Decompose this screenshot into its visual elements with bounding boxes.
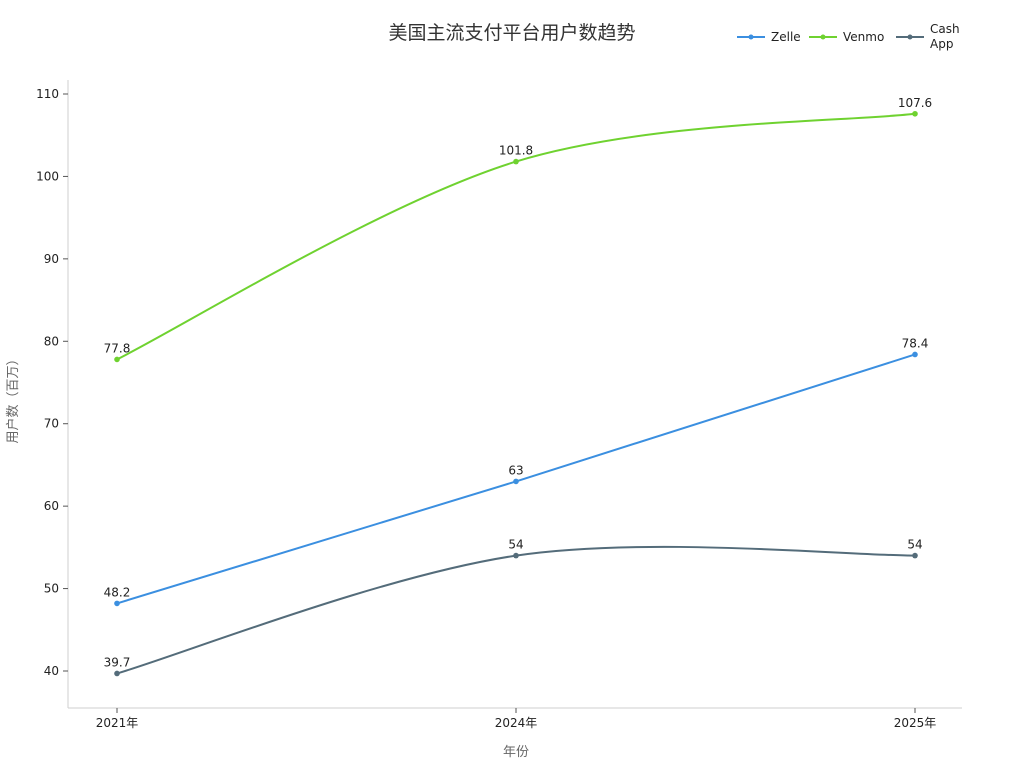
y-tick-label: 60 xyxy=(44,499,59,513)
legend-item-venmo: Venmo xyxy=(809,30,884,44)
data-point-zelle xyxy=(912,351,918,358)
series-layer xyxy=(114,110,918,677)
legend-item-zelle: Zelle xyxy=(737,30,801,44)
series-zelle xyxy=(114,351,918,607)
legend-label-line: App xyxy=(930,37,953,51)
legend-label-cash-app: Cash App xyxy=(930,22,960,51)
x-tick-label: 2025年 xyxy=(894,716,937,730)
data-point-venmo xyxy=(912,110,918,117)
data-label-zelle: 63 xyxy=(508,463,523,477)
y-tick-label: 100 xyxy=(36,169,59,183)
y-axis-title: 用户数（百万） xyxy=(5,352,21,443)
data-point-venmo xyxy=(114,356,120,363)
legend-label-line: Cash xyxy=(930,22,960,36)
y-tick-label: 90 xyxy=(44,252,59,266)
data-point-zelle xyxy=(114,600,120,607)
data-label-venmo: 77.8 xyxy=(104,341,131,355)
data-labels-layer: 48.2 63 78.4 77.8 101.8 107.6 39.7 54 54 xyxy=(104,96,933,670)
legend-swatch-marker xyxy=(748,34,754,40)
y-tick-label: 110 xyxy=(36,87,59,101)
legend-swatch-marker xyxy=(907,34,913,40)
series-venmo xyxy=(114,110,918,363)
y-tick-label: 50 xyxy=(44,582,59,596)
legend-label-venmo: Venmo xyxy=(843,30,884,44)
data-point-cash-app xyxy=(114,670,120,677)
data-label-cash-app: 39.7 xyxy=(104,655,131,669)
data-label-cash-app: 54 xyxy=(508,538,523,552)
data-point-venmo xyxy=(513,158,519,165)
legend-swatch-marker xyxy=(820,34,826,40)
legend: Zelle Venmo Cash App xyxy=(737,22,960,51)
x-axis-title: 年份 xyxy=(503,745,529,760)
x-tick-label: 2024年 xyxy=(495,716,538,730)
data-label-zelle: 48.2 xyxy=(104,585,131,599)
y-tick-label: 80 xyxy=(44,334,59,348)
data-point-zelle xyxy=(513,478,519,485)
y-tick-label: 70 xyxy=(44,417,59,431)
legend-label-zelle: Zelle xyxy=(771,30,801,44)
data-label-venmo: 101.8 xyxy=(499,144,533,158)
data-label-zelle: 78.4 xyxy=(902,336,929,350)
axes: 40 50 60 70 80 90 100 110 2021年 2024年 2025年 xyxy=(36,80,962,730)
data-point-cash-app xyxy=(912,552,918,559)
data-point-cash-app xyxy=(513,552,519,559)
series-cash-app xyxy=(114,545,918,677)
chart-title: 美国主流支付平台用户数趋势 xyxy=(388,22,635,44)
y-tick-label: 40 xyxy=(44,664,59,678)
data-label-cash-app: 54 xyxy=(907,538,922,552)
x-tick-label: 2021年 xyxy=(96,716,139,730)
data-label-venmo: 107.6 xyxy=(898,96,932,110)
legend-item-cash-app: Cash App xyxy=(896,22,960,51)
